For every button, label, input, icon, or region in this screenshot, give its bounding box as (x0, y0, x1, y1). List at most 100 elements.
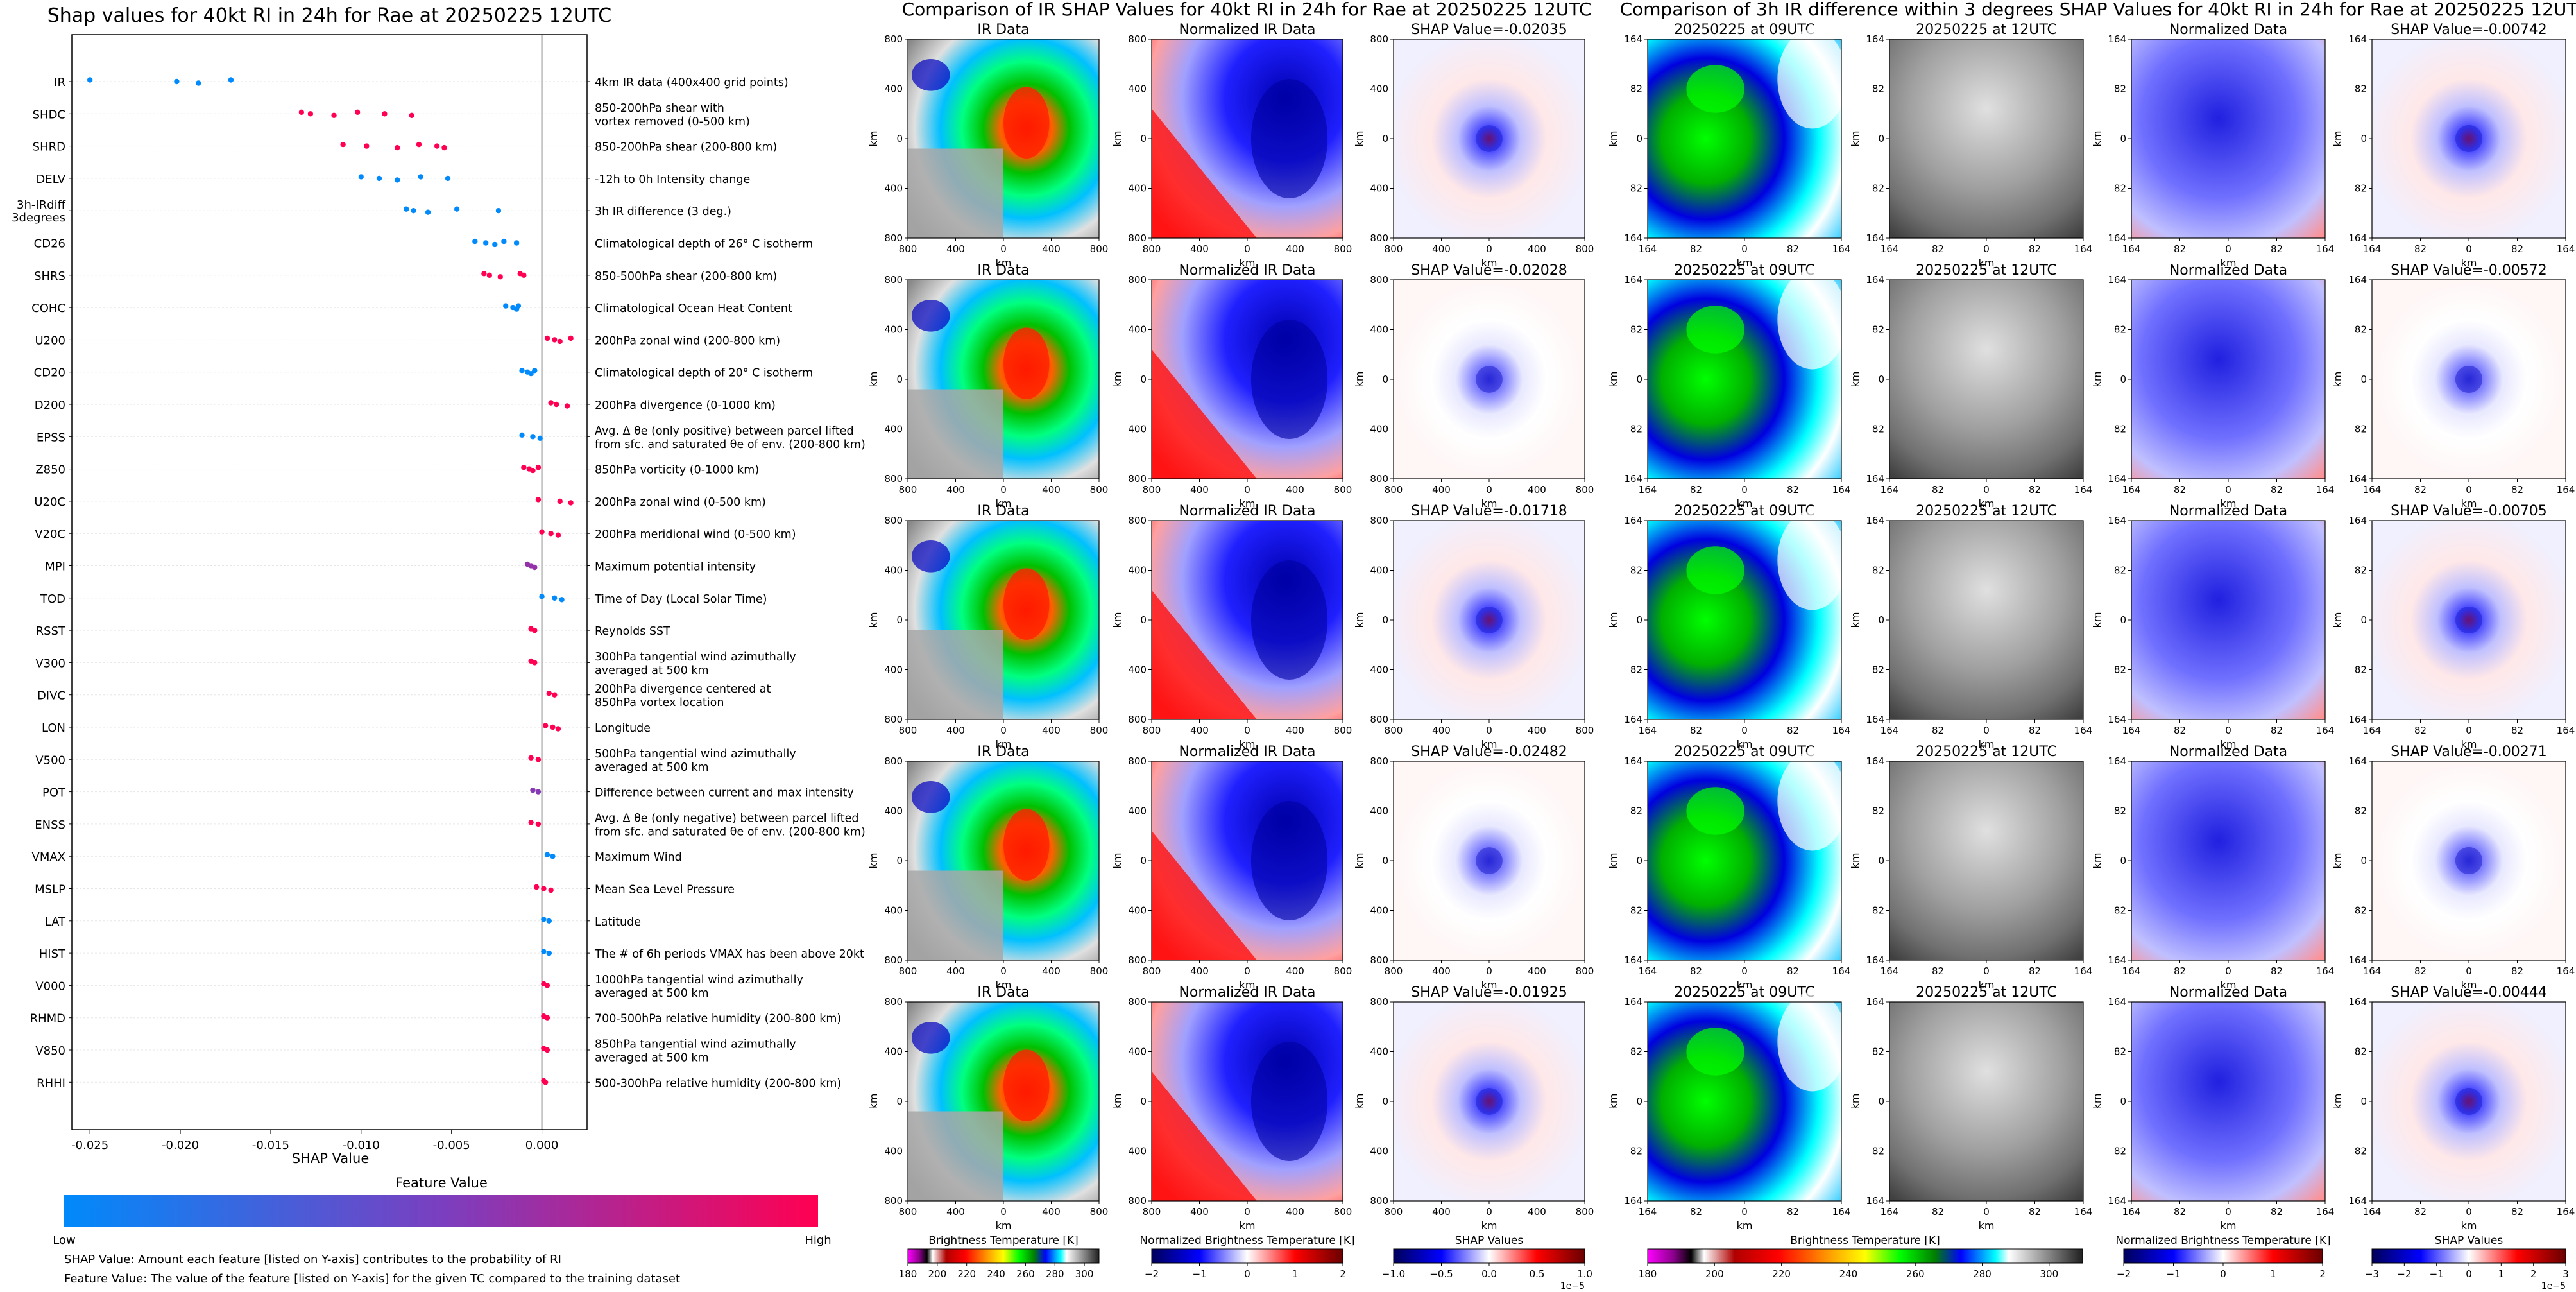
map-x-tick-label: 400 (1432, 243, 1451, 255)
feature-label: V000 (35, 979, 65, 993)
map-y-tick-label: 82 (1872, 83, 1884, 95)
map-y-tick-label: 800 (1370, 473, 1388, 485)
map-panel-title: Normalized IR Data (1179, 22, 1315, 38)
map-y-tick-label: 800 (1128, 274, 1147, 286)
feature-description-line: Time of Day (Local Solar Time) (594, 593, 767, 606)
map-x-tick-label: 800 (1576, 725, 1594, 736)
map-y-tick-label: 800 (1128, 33, 1147, 45)
map-x-label: km (996, 1219, 1012, 1232)
map-y-tick-label: 82 (2114, 905, 2126, 917)
colorbar-low-label: Low (53, 1234, 75, 1247)
map-y-label: km (1353, 612, 1365, 628)
map-x-tick-label: 800 (1334, 725, 1352, 736)
feature-description-line: Maximum potential intensity (595, 561, 756, 574)
map-image (2131, 1002, 2325, 1201)
map-y-tick-label: 400 (884, 565, 903, 576)
map-x-label: km (1979, 738, 1995, 750)
shap-point (519, 432, 525, 438)
map-x-tick-label: 82 (2414, 484, 2427, 495)
feature-description: 850-200hPa shear (200-800 km) (595, 141, 777, 154)
feature-description: Difference between current and max inten… (595, 787, 854, 800)
feature-label-line: V20C (35, 528, 65, 541)
map-x-tick-label: 800 (1090, 965, 1109, 977)
shap-point (530, 467, 536, 474)
map-x-tick-label: 800 (1385, 243, 1403, 255)
feature-description-line: 700-500hPa relative humidity (200-800 km… (595, 1013, 841, 1026)
shap-hotspot (2455, 125, 2483, 153)
map-y-tick-label: 82 (1872, 805, 1884, 817)
feature-label-line: U20C (34, 495, 65, 509)
shap-point (497, 274, 503, 280)
map-x-label: km (2221, 257, 2237, 269)
map-y-tick-label: 0 (1636, 614, 1642, 626)
map-y-tick-label: 0 (2360, 855, 2367, 866)
colorbar-tick-label: 180 (1639, 1268, 1657, 1280)
colorbar-tick-label: 1 (1292, 1268, 1299, 1280)
ir-diff-shap-grid: Comparison of 3h IR difference within 3 … (1607, 0, 2576, 1291)
colorbar-tick-label: 1 (2270, 1268, 2276, 1280)
map-x-tick-label: 400 (1190, 484, 1209, 495)
map-x-label: km (996, 738, 1012, 750)
map-x-tick-label: 800 (1143, 1206, 1161, 1218)
map-y-tick-label: 800 (884, 274, 903, 286)
colorbar-tick-label: 2 (2530, 1268, 2537, 1280)
feature-label-line: Z850 (35, 463, 65, 477)
map-y-tick-label: 800 (1128, 996, 1147, 1008)
map-y-tick-label: 164 (1866, 954, 1884, 966)
map-y-tick-label: 82 (2114, 664, 2126, 676)
map-x-tick-label: 82 (2029, 243, 2041, 255)
shap-point (535, 757, 542, 762)
feature-label: V300 (35, 657, 65, 670)
shap-hotspot (1476, 607, 1503, 633)
map-y-tick-label: 82 (1630, 183, 1642, 194)
map-y-label: km (1111, 372, 1123, 388)
map-x-tick-label: 800 (1090, 243, 1109, 255)
map-image (2131, 521, 2325, 719)
map-x-tick-label: 400 (1286, 965, 1304, 977)
map-x-tick-label: 164 (1832, 965, 1851, 977)
map-colorbar: SHAP Values −1.0 −0.5 0.0 0.5 1.01e−5 (1382, 1234, 1592, 1291)
map-y-label: km (1849, 372, 1861, 388)
cold-region (1250, 1042, 1328, 1161)
feature-description: Latitude (595, 916, 641, 929)
map-y-tick-label: 164 (1866, 473, 1884, 485)
feature-label-line: 3degrees (12, 211, 65, 225)
feature-label: Z850 (35, 463, 65, 477)
shap-point (550, 854, 556, 859)
shap-point (546, 950, 552, 956)
convective-cell (911, 540, 950, 573)
map-y-tick-label: 164 (1624, 473, 1642, 485)
feature-description: 300hPa tangential wind azimuthallyaverag… (595, 651, 796, 677)
colorbar-tick-label: 300 (2040, 1268, 2059, 1280)
shap-point (546, 691, 552, 696)
map-colorbar: Brightness Temperature [K] 180 200 220 240 26… (899, 1234, 1100, 1280)
map-panel-title: SHAP Value=-0.00271 (2391, 744, 2547, 760)
feature-label-line: DIVC (37, 689, 65, 703)
map-image (1889, 1002, 2083, 1201)
map-panel: Normalized IR Data8008004004000040040080… (1111, 503, 1352, 750)
map-x-tick-label: 164 (2074, 1206, 2093, 1218)
colorbar-title: Feature Value (395, 1175, 488, 1191)
map-y-tick-label: 82 (1630, 664, 1642, 676)
feature-description-line: -12h to 0h Intensity change (595, 173, 750, 186)
map-x-tick-label: 82 (2029, 1206, 2041, 1218)
map-y-tick-label: 0 (896, 614, 903, 626)
feature-label-line: ENSS (35, 818, 65, 832)
map-x-tick-label: 0 (1741, 725, 1748, 736)
storm-core (1003, 87, 1050, 159)
feature-description: 1000hPa tangential wind azimuthallyavera… (595, 974, 803, 1000)
map-x-tick-label: 164 (2122, 725, 2141, 736)
map-x-label: km (1737, 738, 1753, 750)
map-x-tick-label: 164 (2316, 484, 2335, 495)
shap-point (307, 111, 314, 117)
map-y-label: km (867, 372, 880, 388)
map-y-tick-label: 0 (1382, 855, 1388, 866)
map-x-tick-label: 400 (1190, 1206, 1209, 1218)
map-y-tick-label: 82 (1872, 664, 1884, 676)
x-axis-label: SHAP Value (292, 1151, 370, 1166)
map-panel-title: 20250225 at 09UTC (1674, 22, 1815, 38)
map-x-tick-label: 164 (1639, 243, 1657, 255)
feature-description-line: 850-500hPa shear (200-800 km) (595, 270, 777, 283)
map-x-tick-label: 82 (1932, 243, 1944, 255)
